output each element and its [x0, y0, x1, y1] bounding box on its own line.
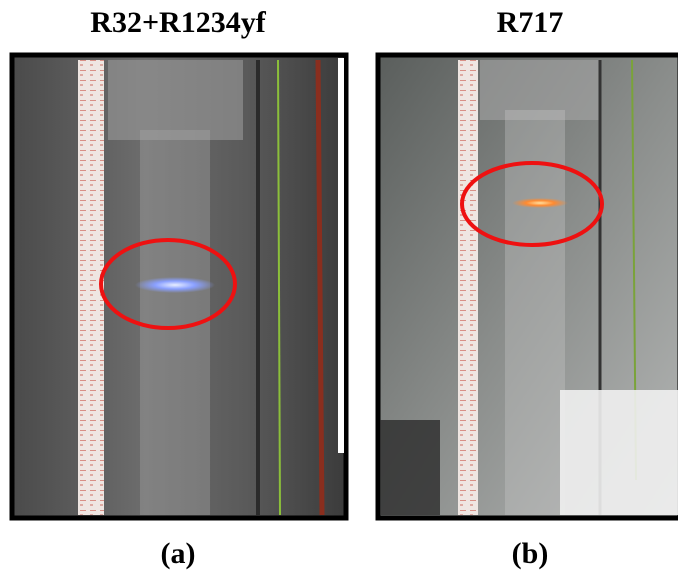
panel-label: (a): [161, 537, 196, 570]
panel-title: R32+R1234yf: [90, 6, 266, 39]
page: {"panels": [{"title": "R32+R1234yf", "la…: [0, 0, 678, 579]
panel-label: (b): [512, 537, 549, 570]
photo-a: [12, 55, 346, 518]
panel-title: R717: [497, 6, 564, 39]
figure: R32+R1234yf R717 (a) (b): [0, 0, 678, 579]
photo-b: [378, 55, 678, 518]
